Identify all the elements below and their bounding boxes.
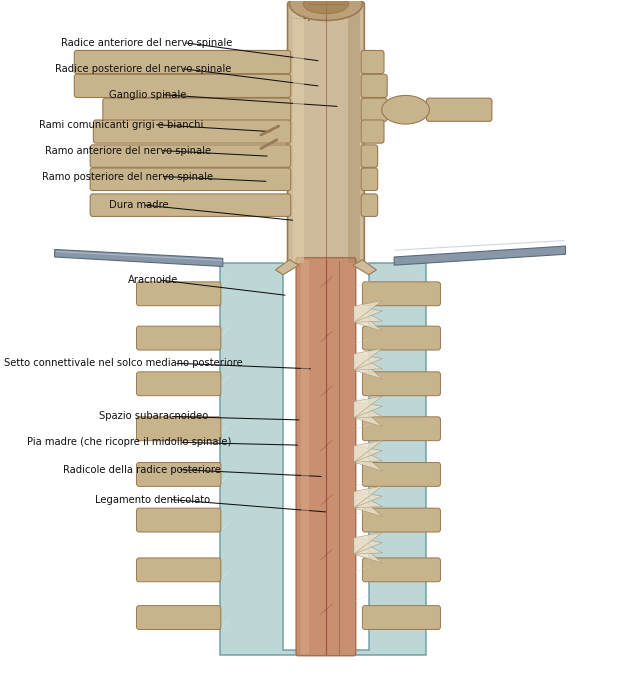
- Polygon shape: [354, 402, 382, 427]
- Ellipse shape: [289, 0, 363, 20]
- FancyBboxPatch shape: [361, 145, 378, 167]
- Text: Aracnoide: Aracnoide: [128, 275, 178, 285]
- FancyBboxPatch shape: [363, 558, 441, 582]
- Text: Radice posteriore del nervo spinale: Radice posteriore del nervo spinale: [55, 64, 231, 74]
- FancyBboxPatch shape: [137, 558, 221, 582]
- Polygon shape: [354, 402, 382, 418]
- Text: Dura madre: Dura madre: [109, 200, 168, 210]
- Polygon shape: [219, 263, 426, 655]
- FancyBboxPatch shape: [74, 51, 291, 74]
- FancyBboxPatch shape: [363, 326, 441, 350]
- FancyBboxPatch shape: [363, 462, 441, 486]
- FancyBboxPatch shape: [137, 326, 221, 350]
- Polygon shape: [354, 396, 382, 418]
- Polygon shape: [354, 306, 382, 331]
- FancyBboxPatch shape: [137, 282, 221, 306]
- FancyBboxPatch shape: [361, 120, 384, 143]
- Polygon shape: [354, 354, 382, 379]
- Polygon shape: [354, 446, 382, 462]
- FancyBboxPatch shape: [361, 194, 378, 217]
- FancyBboxPatch shape: [363, 282, 441, 306]
- Polygon shape: [354, 492, 382, 508]
- FancyBboxPatch shape: [363, 372, 441, 395]
- FancyBboxPatch shape: [137, 462, 221, 486]
- FancyBboxPatch shape: [137, 417, 221, 441]
- Text: Legamento denticolato: Legamento denticolato: [95, 494, 210, 505]
- Text: Ramo anteriore del nervo spinale: Ramo anteriore del nervo spinale: [45, 145, 211, 156]
- Polygon shape: [354, 486, 382, 508]
- FancyBboxPatch shape: [287, 2, 364, 265]
- Polygon shape: [354, 532, 382, 554]
- FancyBboxPatch shape: [93, 120, 291, 143]
- FancyBboxPatch shape: [363, 417, 441, 441]
- Text: ...spinale: ...spinale: [293, 11, 343, 21]
- FancyBboxPatch shape: [137, 606, 221, 630]
- Polygon shape: [354, 446, 382, 462]
- FancyBboxPatch shape: [427, 98, 492, 122]
- FancyBboxPatch shape: [361, 51, 384, 74]
- FancyBboxPatch shape: [90, 145, 291, 167]
- Polygon shape: [394, 246, 565, 265]
- Polygon shape: [354, 492, 382, 516]
- FancyBboxPatch shape: [361, 98, 387, 122]
- Polygon shape: [354, 354, 382, 370]
- Text: Radice anteriore del nervo spinale: Radice anteriore del nervo spinale: [61, 38, 232, 48]
- FancyBboxPatch shape: [137, 508, 221, 532]
- FancyBboxPatch shape: [296, 257, 356, 656]
- Text: Setto connettivale nel solco mediano posteriore: Setto connettivale nel solco mediano pos…: [4, 359, 242, 368]
- Polygon shape: [354, 301, 382, 322]
- Polygon shape: [354, 538, 382, 554]
- FancyBboxPatch shape: [90, 168, 291, 191]
- Polygon shape: [354, 441, 382, 462]
- FancyBboxPatch shape: [361, 168, 378, 191]
- Polygon shape: [354, 306, 382, 322]
- Polygon shape: [354, 538, 382, 563]
- Ellipse shape: [382, 96, 429, 124]
- Bar: [349, 4, 360, 263]
- FancyBboxPatch shape: [363, 508, 441, 532]
- Text: Ganglio spinale: Ganglio spinale: [109, 89, 186, 100]
- Text: Pia madre (che ricopre il midollo spinale): Pia madre (che ricopre il midollo spinal…: [27, 437, 232, 447]
- FancyBboxPatch shape: [361, 74, 387, 98]
- Bar: [301, 260, 310, 654]
- Polygon shape: [275, 260, 299, 275]
- Bar: [293, 4, 304, 263]
- Polygon shape: [55, 249, 223, 266]
- Polygon shape: [354, 402, 382, 418]
- FancyBboxPatch shape: [90, 194, 291, 217]
- Polygon shape: [354, 492, 382, 508]
- FancyBboxPatch shape: [363, 606, 441, 630]
- Polygon shape: [354, 354, 382, 370]
- Text: Ramo posteriore del nervo spinale: Ramo posteriore del nervo spinale: [42, 171, 213, 182]
- Polygon shape: [354, 348, 382, 370]
- Text: Radicole della radice posteriore: Radicole della radice posteriore: [63, 464, 221, 475]
- FancyBboxPatch shape: [103, 98, 291, 122]
- Ellipse shape: [303, 0, 349, 14]
- FancyBboxPatch shape: [74, 74, 291, 98]
- FancyBboxPatch shape: [137, 372, 221, 395]
- Polygon shape: [354, 306, 382, 322]
- Polygon shape: [354, 446, 382, 471]
- Polygon shape: [353, 260, 377, 275]
- Text: Spazio subaracnoideo: Spazio subaracnoideo: [99, 411, 209, 421]
- Text: Rami comunicanti grigi e bianchi: Rami comunicanti grigi e bianchi: [39, 120, 203, 130]
- Polygon shape: [354, 538, 382, 554]
